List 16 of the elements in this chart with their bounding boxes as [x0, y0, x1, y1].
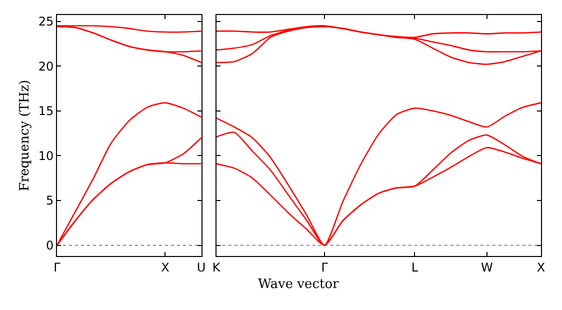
x-tick-label: X [536, 260, 546, 274]
y-tick-label: 0 [46, 238, 54, 252]
y-tick-label: 20 [38, 59, 54, 74]
y-tick-label: 5 [46, 194, 54, 208]
x-tick-label: Γ [321, 260, 328, 274]
x-tick-label: K [212, 260, 222, 274]
x-tick-label: L [411, 260, 418, 274]
y-tick-label: 15 [38, 104, 54, 118]
y-tick-label: 25 [38, 14, 54, 28]
y-tick-label: 10 [38, 148, 54, 163]
x-tick-label: Γ [54, 260, 61, 274]
y-axis-title: Frequency (THz) [17, 80, 32, 192]
x-axis-title: Wave vector [258, 277, 340, 292]
x-tick-label: W [480, 260, 493, 274]
x-tick-label: U [196, 260, 206, 274]
x-tick-label: X [161, 260, 170, 274]
